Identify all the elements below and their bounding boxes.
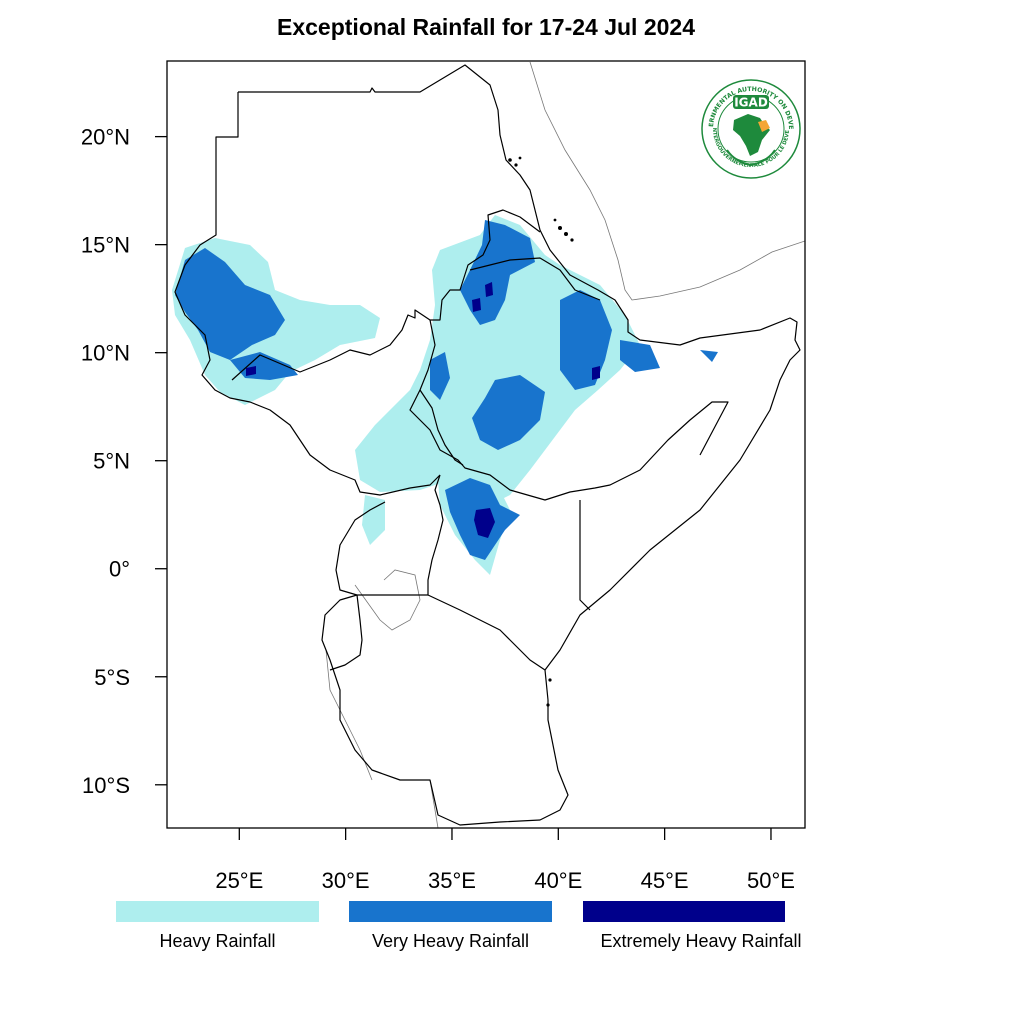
igad-logo: INTERGOVERNMENTAL AUTHORITY ON DEVELOPME… bbox=[700, 78, 801, 179]
legend-label-very-heavy: Very Heavy Rainfall bbox=[371, 931, 530, 951]
map-title: Exceptional Rainfall for 17-24 Jul 2024 bbox=[277, 14, 695, 40]
lon-tick-label: 35°E bbox=[428, 868, 476, 893]
country-borders bbox=[174, 64, 801, 826]
longitude-axis: 25°E 30°E 35°E 40°E 45°E 50°E bbox=[215, 828, 795, 893]
lat-tick-label: 15°N bbox=[81, 233, 130, 258]
lon-tick-label: 30°E bbox=[322, 868, 370, 893]
legend-swatch-very-heavy bbox=[349, 901, 552, 922]
lat-tick-label: 5°N bbox=[93, 449, 130, 474]
horn-of-africa-icon bbox=[758, 120, 770, 132]
legend-label-heavy: Heavy Rainfall bbox=[159, 931, 276, 951]
heavy-rainfall-areas bbox=[172, 215, 640, 575]
legend-label-extremely-heavy: Extremely Heavy Rainfall bbox=[600, 931, 802, 951]
lat-tick-label: 5°S bbox=[94, 665, 130, 690]
lat-tick-label: 10°S bbox=[82, 773, 130, 798]
extremely-heavy-rainfall-areas bbox=[246, 282, 600, 538]
lat-tick-label: 20°N bbox=[81, 125, 130, 150]
logo-acronym: IGAD bbox=[734, 96, 768, 110]
lat-tick-label: 10°N bbox=[81, 341, 130, 366]
lon-tick-label: 50°E bbox=[747, 868, 795, 893]
lon-tick-label: 40°E bbox=[534, 868, 582, 893]
legend-swatch-extremely-heavy bbox=[583, 901, 785, 922]
latitude-axis: 20°N 15°N 10°N 5°N 0° 5°S 10°S bbox=[81, 125, 167, 798]
lon-tick-label: 45°E bbox=[641, 868, 689, 893]
legend-swatch-heavy bbox=[116, 901, 319, 922]
islands bbox=[508, 156, 574, 707]
map-frame bbox=[166, 60, 806, 829]
lon-tick-label: 25°E bbox=[215, 868, 263, 893]
lat-tick-label: 0° bbox=[109, 557, 130, 582]
laurel-icon bbox=[726, 149, 776, 167]
